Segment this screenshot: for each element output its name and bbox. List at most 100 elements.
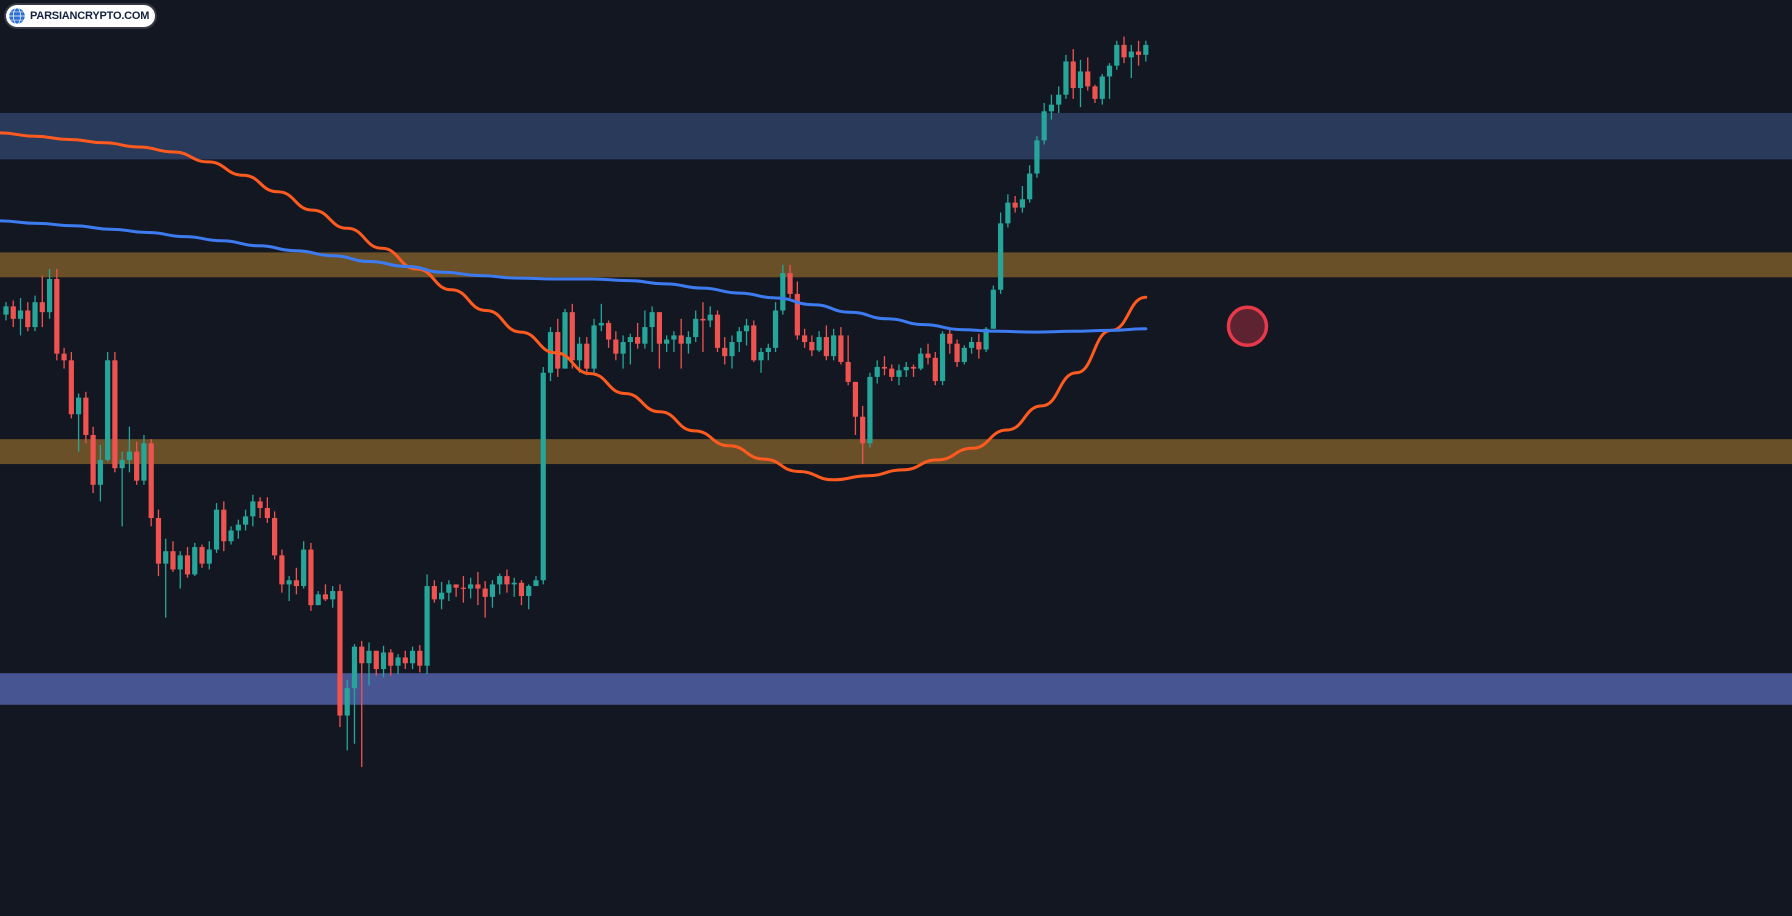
site-watermark: PARSIANCRYPTO.COM (6, 5, 156, 27)
candle-body (1070, 61, 1076, 89)
candle-body (68, 360, 74, 415)
candle (569, 303, 575, 369)
candle-body (105, 360, 111, 460)
candle-body (729, 342, 735, 357)
candle (409, 646, 416, 670)
candle (489, 580, 496, 608)
candle (504, 569, 510, 593)
candle (809, 335, 815, 357)
candle (627, 333, 633, 365)
candle-body (453, 584, 459, 588)
candle (540, 366, 546, 585)
candle (968, 337, 975, 354)
candle-body (221, 509, 227, 542)
candle-body (511, 582, 517, 585)
candle-body (620, 342, 626, 354)
candle-body (39, 302, 45, 313)
candle-body (1099, 76, 1105, 99)
candle-body (896, 370, 902, 377)
candle (1041, 103, 1047, 145)
candle-body (852, 381, 859, 417)
candle (729, 335, 735, 369)
candle (961, 345, 967, 365)
candle (976, 333, 982, 359)
candle (896, 364, 902, 386)
candle (482, 581, 488, 618)
candle (1106, 63, 1113, 99)
candle (25, 302, 31, 332)
candle-body (831, 335, 837, 357)
candle-body (598, 322, 604, 326)
candle-body (526, 586, 532, 597)
candle (61, 347, 67, 369)
candle-body (1135, 51, 1142, 55)
lower-orange-zone (0, 439, 1792, 465)
candle-body (656, 312, 662, 344)
candle-body (10, 306, 16, 319)
candle-body (489, 584, 496, 597)
candle-body (823, 337, 829, 357)
candle-body (373, 650, 379, 670)
candle (714, 310, 721, 352)
candle (939, 331, 946, 386)
candle (366, 642, 372, 686)
candle (141, 435, 147, 485)
candle (925, 343, 931, 365)
candle-body (431, 586, 437, 600)
candle-body (1056, 94, 1062, 105)
candle (787, 264, 793, 299)
watermark-text: PARSIANCRYPTO.COM (30, 10, 150, 22)
candle (707, 306, 713, 328)
candle (693, 310, 699, 343)
candle (1077, 59, 1084, 108)
candle-body (504, 576, 510, 585)
candle (431, 580, 437, 603)
candle-body (424, 586, 430, 666)
candle (119, 451, 125, 527)
candle-body (1005, 202, 1011, 224)
candle (395, 654, 401, 675)
candle (1135, 40, 1142, 66)
candle-body (635, 337, 641, 344)
candle (351, 644, 358, 744)
candle (301, 541, 307, 589)
candle-body (758, 352, 764, 361)
candle (765, 343, 771, 361)
candle (228, 526, 234, 545)
candle (954, 339, 960, 367)
candle-body (932, 357, 938, 382)
candle-body (61, 353, 67, 361)
candle-body (533, 580, 539, 587)
candle (315, 591, 321, 606)
candle (591, 318, 597, 373)
candle (635, 322, 641, 349)
candle (359, 640, 365, 767)
candle (380, 645, 387, 678)
candle-body (468, 584, 474, 589)
candle-body (3, 306, 9, 315)
candle-body (83, 397, 89, 435)
candle-body (148, 443, 154, 518)
candle-body (860, 416, 866, 444)
candle-body (163, 551, 169, 564)
candle (700, 302, 706, 352)
candle-body (322, 594, 329, 600)
candle-body (315, 594, 321, 606)
candle-body (555, 332, 561, 369)
candle (46, 269, 53, 319)
candle (155, 509, 162, 577)
candle (402, 650, 408, 670)
candle-body (707, 314, 713, 321)
candle (17, 298, 24, 336)
candle-body (569, 312, 575, 361)
candle (293, 567, 299, 595)
candle-body (591, 325, 597, 369)
candle-body (954, 343, 960, 362)
candle-body (17, 310, 24, 319)
candle (1121, 36, 1127, 64)
candle (10, 300, 16, 328)
candle-body (97, 459, 103, 485)
ema-fast-line (0, 131, 1148, 482)
candle (439, 581, 445, 610)
